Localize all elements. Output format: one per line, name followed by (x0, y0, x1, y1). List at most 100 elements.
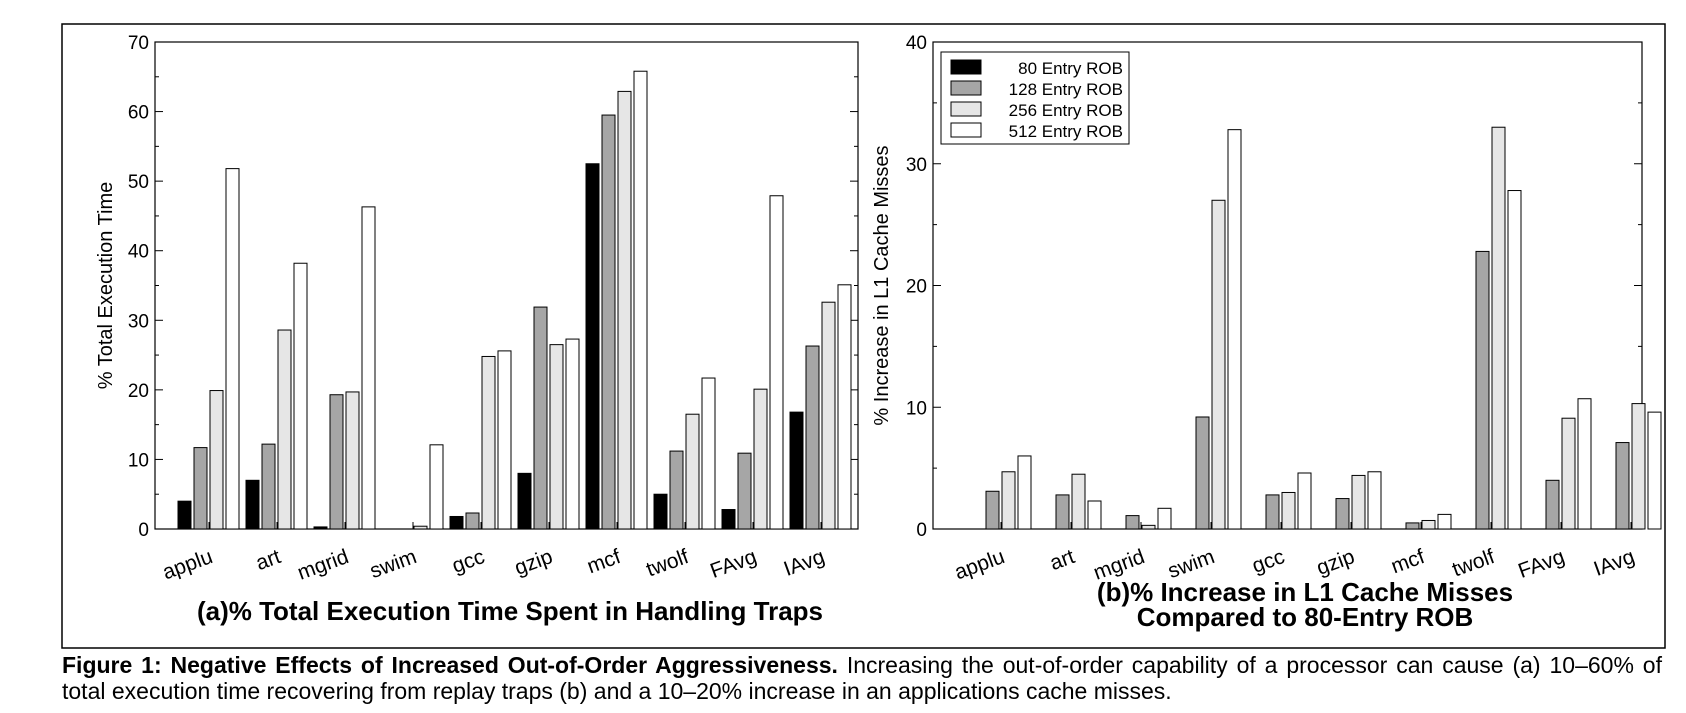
bar-applu-1 (193, 447, 208, 530)
bar-twolf-1 (1475, 250, 1490, 530)
y-tick-label: 10 (906, 398, 927, 419)
bar-art-2 (1071, 473, 1086, 530)
caption-bold: Figure 1: Negative Effects of Increased … (62, 652, 838, 678)
bar-gcc-2 (1281, 491, 1296, 530)
chart-title: Compared to 80-Entry ROB (1137, 602, 1474, 632)
bar-gzip-1 (1335, 498, 1350, 530)
bar-twolf-2 (685, 413, 700, 530)
bar-IAvg-3 (837, 284, 852, 530)
bar-IAvg-0 (789, 411, 804, 530)
x-tick-label-FAvg: FAvg (707, 545, 759, 583)
bar-applu-2 (1001, 471, 1016, 530)
bar-art-3 (1087, 500, 1102, 530)
bar-gcc-0 (449, 515, 464, 530)
bar-swim-3 (429, 444, 444, 530)
legend-swatch-1 (950, 80, 982, 96)
bar-gzip-1 (533, 306, 548, 530)
bar-swim-1 (1195, 416, 1210, 530)
caption-text: Increasing the out-of-order capability o… (62, 652, 1662, 704)
legend-label-2: 256 Entry ROB (1009, 101, 1123, 120)
x-tick-label-twolf: twolf (643, 545, 692, 581)
y-axis-label: % Total Execution Time (95, 182, 117, 390)
legend-swatch-2 (950, 101, 982, 117)
y-tick-label: 70 (128, 33, 149, 54)
x-tick-label-applu: applu (952, 545, 1008, 584)
bar-twolf-2 (1491, 126, 1506, 530)
bar-mgrid-0 (313, 526, 328, 530)
figure: 0 10 20 30 40 50 60 70 % Total Execution Time app… (61, 23, 1666, 649)
bar-FAvg-2 (753, 388, 768, 530)
y-tick-label: 10 (128, 450, 149, 471)
bar-applu-3 (1017, 455, 1032, 530)
x-tick-label-gzip: gzip (1314, 545, 1358, 580)
bar-mcf-2 (1421, 519, 1436, 530)
chart-title: (a)% Total Execution Time Spent in Handl… (197, 596, 823, 626)
bar-gzip-3 (1367, 471, 1382, 530)
chart-title: (b)% Increase in L1 Cache Misses (1097, 577, 1513, 607)
bar-FAvg-1 (1545, 479, 1560, 530)
bar-IAvg-1 (1615, 442, 1630, 530)
y-tick-label: 0 (138, 520, 149, 541)
y-tick-label: 20 (906, 277, 927, 298)
bar-gzip-0 (517, 472, 532, 530)
bar-art-2 (277, 329, 292, 530)
x-tick-label-mcf: mcf (584, 545, 624, 578)
bar-FAvg-3 (1577, 398, 1592, 530)
legend-label-1: 128 Entry ROB (1009, 80, 1123, 99)
bar-gzip-3 (565, 338, 580, 530)
y-tick-label: 60 (128, 103, 149, 124)
bar-art-3 (293, 262, 308, 530)
x-tick-label-FAvg: FAvg (1515, 545, 1567, 583)
legend-swatch-0 (950, 59, 982, 75)
bar-FAvg-0 (721, 509, 736, 530)
bar-twolf-3 (701, 377, 716, 530)
y-tick-label: 30 (128, 311, 149, 332)
bar-mcf-1 (1405, 522, 1420, 530)
x-tick-label-applu: applu (160, 545, 216, 584)
bar-mgrid-3 (1157, 507, 1172, 530)
bar-gzip-2 (549, 344, 564, 530)
x-tick-label-gzip: gzip (512, 545, 556, 580)
bar-IAvg-2 (821, 301, 836, 530)
bar-swim-2 (1211, 199, 1226, 530)
chart-b: 0 10 20 30 40 % Increase in L1 Cache Misses ap… (871, 33, 1662, 632)
bar-mcf-1 (601, 114, 616, 530)
legend-label-3: 512 Entry ROB (1009, 122, 1123, 141)
legend-label-0: 80 Entry ROB (1018, 59, 1123, 78)
bar-mcf-3 (633, 70, 648, 530)
bar-IAvg-2 (1631, 403, 1646, 530)
x-tick-label-art: art (253, 545, 284, 575)
bar-art-0 (245, 479, 260, 530)
bar-mgrid-2 (1141, 524, 1156, 530)
bar-mcf-0 (585, 163, 600, 530)
bar-gcc-2 (481, 355, 496, 530)
x-tick-label-gcc: gcc (449, 545, 488, 578)
bar-twolf-3 (1507, 190, 1522, 530)
bar-IAvg-1 (805, 345, 820, 530)
y-axis-label: % Increase in L1 Cache Misses (871, 145, 893, 425)
bar-gcc-3 (1297, 472, 1312, 530)
bar-twolf-0 (653, 493, 668, 530)
bar-mgrid-1 (329, 394, 344, 530)
x-tick-label-IAvg: IAvg (781, 545, 828, 581)
x-tick-label-mgrid: mgrid (294, 545, 351, 585)
bar-mgrid-3 (361, 206, 376, 530)
bar-swim-2 (413, 525, 428, 530)
figure-caption: Figure 1: Negative Effects of Increased … (62, 652, 1662, 704)
bar-FAvg-1 (737, 452, 752, 530)
bar-applu-3 (225, 168, 240, 530)
bar-art-1 (261, 443, 276, 530)
bar-FAvg-2 (1561, 417, 1576, 530)
bar-swim-3 (1227, 129, 1242, 530)
x-tick-label-mcf: mcf (1388, 545, 1428, 578)
bar-applu-0 (177, 500, 192, 530)
bar-art-1 (1055, 494, 1070, 530)
bar-gcc-1 (465, 512, 480, 530)
bar-applu-2 (209, 390, 224, 530)
bar-gcc-3 (497, 350, 512, 530)
legend-swatch-3 (950, 122, 982, 138)
y-tick-label: 40 (128, 242, 149, 263)
bar-mcf-3 (1437, 513, 1452, 530)
chart-a: 0 10 20 30 40 50 60 70 % Total Execution Time app… (95, 33, 859, 626)
y-tick-label: 20 (128, 381, 149, 402)
